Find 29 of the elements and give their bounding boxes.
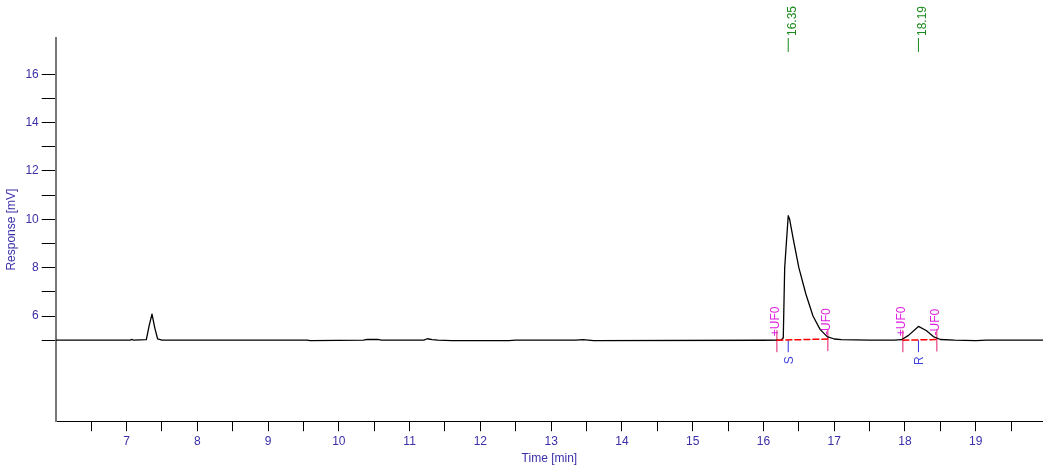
x-tick-label: 11: [403, 433, 417, 448]
y-axis-title: Response [mV]: [3, 188, 18, 271]
x-tick-label: 17: [827, 433, 842, 448]
ref-line-label: 18.19: [914, 5, 929, 36]
y-tick-label: 6: [32, 308, 40, 323]
annotation: -UF0: [819, 308, 834, 335]
annotation: S: [781, 356, 796, 365]
annotation: -UF0: [928, 308, 943, 336]
x-tick-label: 8: [193, 433, 201, 448]
x-tick-label: 13: [544, 433, 559, 448]
x-tick-label: 18: [898, 433, 912, 448]
annotation: R: [911, 355, 926, 365]
x-tick-label: 12: [473, 433, 488, 448]
annotation: +UF0: [894, 306, 909, 337]
x-tick-label: 10: [332, 433, 346, 448]
x-tick-label: 19: [969, 433, 983, 448]
y-tick-label: 8: [32, 259, 40, 274]
x-axis-title: Time [min]: [521, 451, 578, 466]
x-tick-label: 7: [123, 433, 131, 448]
x-tick-label: 14: [615, 433, 629, 448]
y-tick-label: 10: [25, 211, 40, 226]
x-tick-label: 9: [264, 433, 272, 448]
y-tick-label: 12: [25, 163, 40, 178]
y-tick-label: 14: [25, 114, 40, 129]
x-tick-label: 15: [686, 433, 700, 448]
annotation: +UF0: [768, 306, 783, 337]
x-tick-label: 16: [756, 433, 771, 448]
ref-line-label: 16.35: [784, 5, 799, 36]
y-tick-label: 16: [25, 66, 40, 81]
